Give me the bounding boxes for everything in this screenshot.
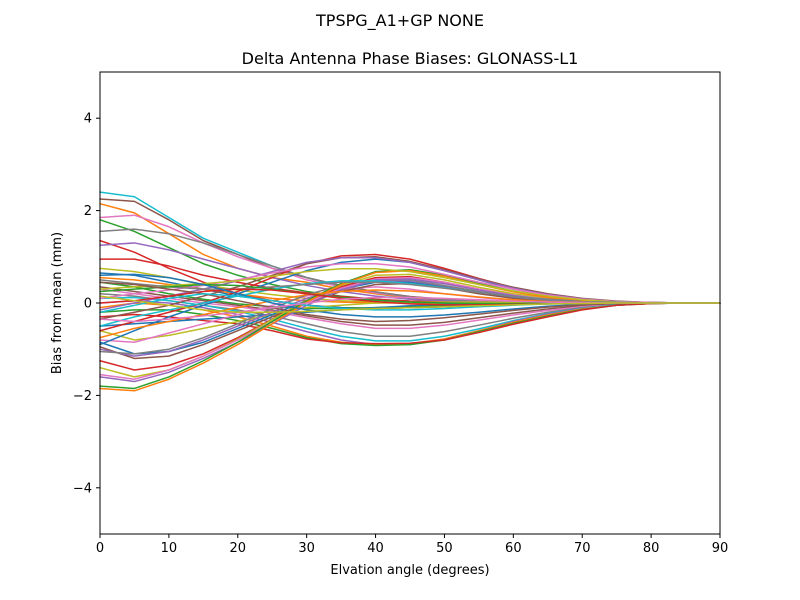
x-tick-label: 70 — [574, 541, 591, 556]
plot-frame — [99, 71, 721, 535]
x-tick-label: 50 — [436, 541, 453, 556]
x-tick-label: 80 — [643, 541, 660, 556]
y-tick-label: 4 — [84, 112, 92, 127]
y-axis-label: Bias from mean (mm) — [50, 232, 65, 374]
x-tick-label: 40 — [367, 541, 384, 556]
chart-title: Delta Antenna Phase Biases: GLONASS-L1 — [242, 49, 579, 68]
chart-supertitle: TPSPG_A1+GP NONE — [315, 11, 484, 31]
y-tick-label: 2 — [84, 204, 92, 219]
x-axis-label: Elvation angle (degrees) — [330, 563, 489, 578]
x-tick-label: 90 — [712, 541, 729, 556]
x-tick-label: 20 — [230, 541, 247, 556]
y-tick-label: −2 — [73, 389, 92, 404]
x-tick-label: 0 — [96, 541, 104, 556]
series-group — [99, 191, 721, 392]
series-line-50 — [99, 295, 721, 313]
tick-group: 0 10 20 30 40 50 60 70 80 90 −4 −2 0 2 4 — [73, 112, 728, 556]
x-tick-label: 30 — [298, 541, 315, 556]
y-tick-label: 0 — [84, 297, 92, 312]
x-tick-label: 60 — [505, 541, 522, 556]
x-tick-label: 10 — [161, 541, 178, 556]
y-tick-label: −4 — [73, 481, 92, 496]
series-line-21 — [99, 302, 721, 345]
